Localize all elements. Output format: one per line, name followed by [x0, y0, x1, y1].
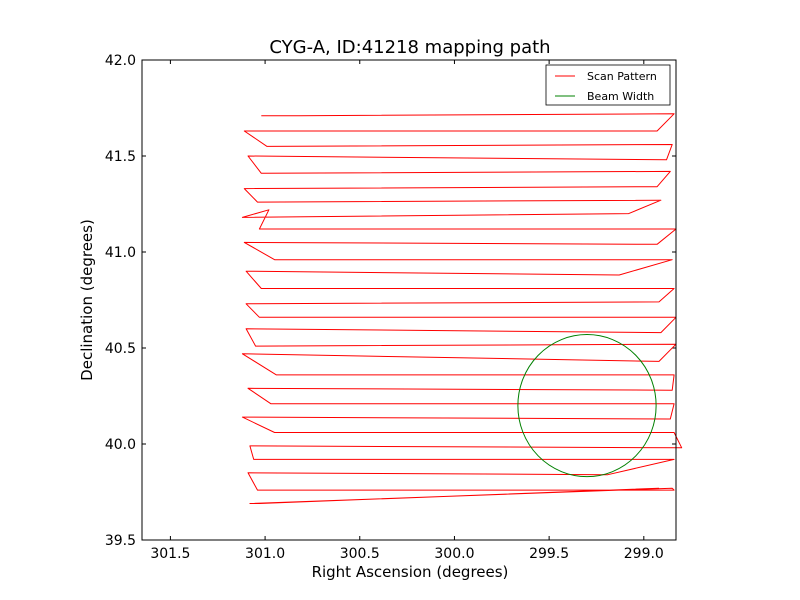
y-tick-label: 40.0 — [105, 437, 136, 453]
x-tick-label: 300.5 — [340, 546, 380, 562]
x-tick-label: 300.0 — [434, 546, 474, 562]
beam-width-circle — [517, 334, 657, 478]
scan-pattern-line — [241, 113, 683, 504]
x-tick-label: 301.0 — [245, 546, 285, 562]
x-tick-label: 301.5 — [150, 546, 190, 562]
axes-frame — [141, 59, 677, 541]
x-tick-label: 299.0 — [624, 546, 664, 562]
legend-box — [545, 64, 671, 106]
y-axis-label: Declination (degrees) — [78, 219, 96, 381]
legend-label-scan-pattern: Scan Pattern — [587, 70, 657, 83]
plot-lines — [241, 113, 683, 504]
legend-label-beam-width: Beam Width — [587, 90, 654, 103]
y-tick-label: 41.0 — [105, 245, 136, 261]
y-tick-label: 40.5 — [105, 341, 136, 357]
y-tick-label: 42.0 — [105, 53, 136, 69]
y-tick-label: 41.5 — [105, 149, 136, 165]
chart-title: CYG-A, ID:41218 mapping path — [269, 37, 550, 58]
x-axis-label: Right Ascension (degrees) — [312, 563, 509, 581]
x-tick-label: 299.5 — [529, 546, 569, 562]
legend: Scan Pattern Beam Width — [545, 64, 671, 106]
axis-ticks: 301.5 301.0 300.5 300.0 299.5 299.0 39.5 40.0 40… — [105, 53, 676, 562]
y-tick-label: 39.5 — [105, 533, 136, 549]
